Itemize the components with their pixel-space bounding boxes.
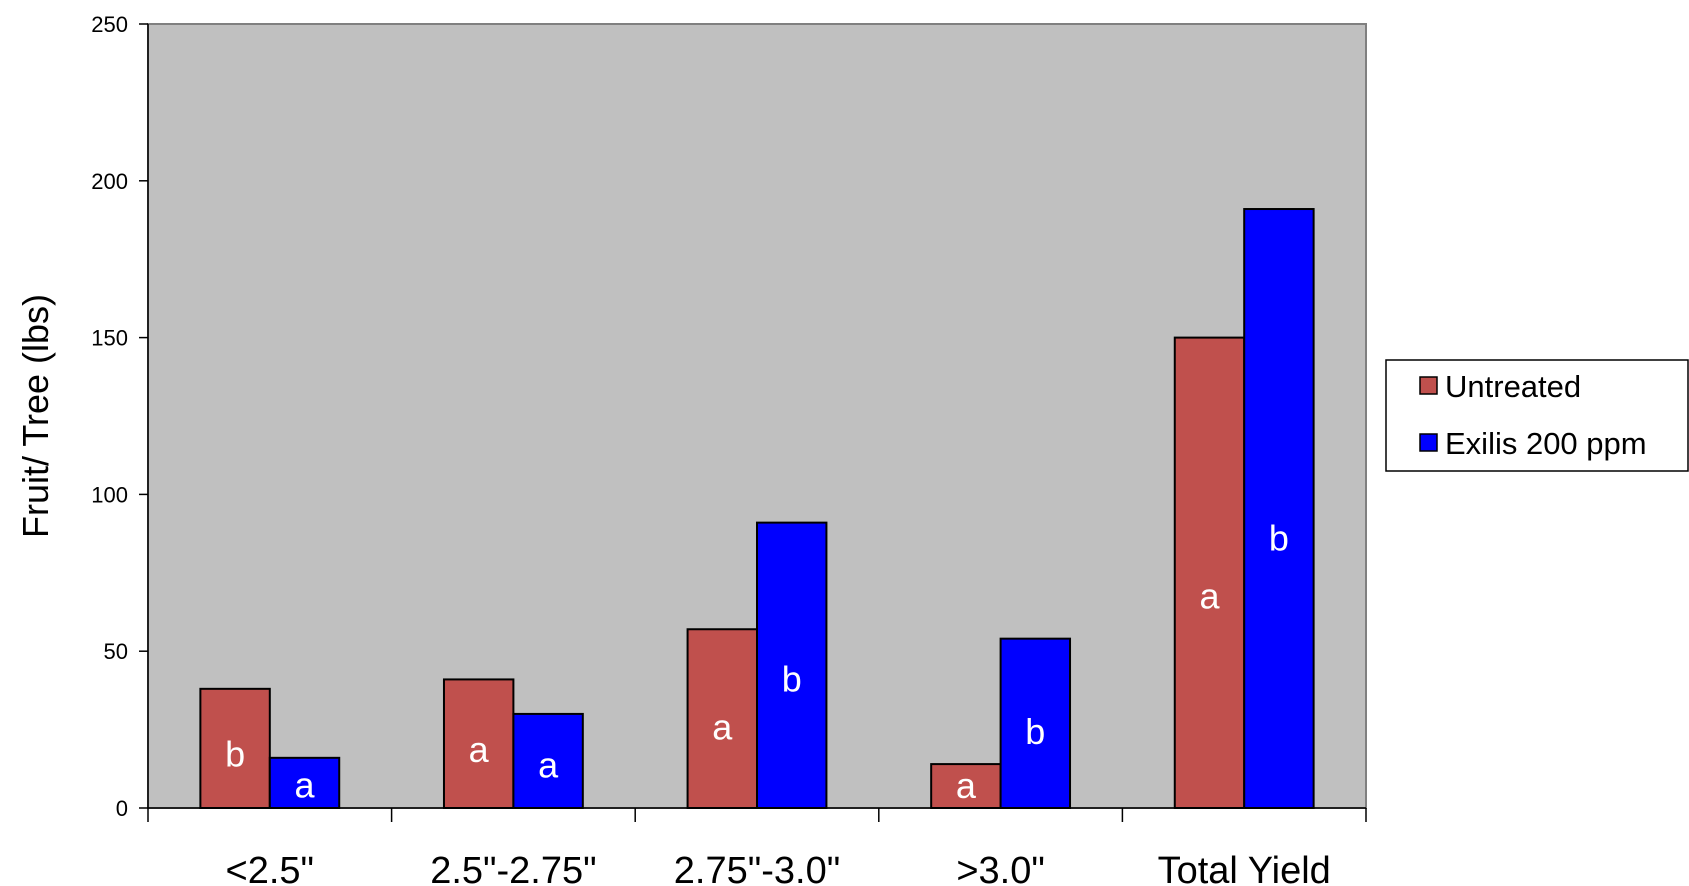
bar-untreated	[930, 763, 1002, 810]
legend-swatch-untreated	[1419, 376, 1438, 395]
legend-label-exilis: Exilis 200 ppm	[1445, 426, 1647, 461]
y-axis-title: Fruit/ Tree (lbs)	[15, 294, 56, 538]
x-axis: <2.5" 2.5"-2.75" 2.75"-3.0" >3.0" Total Yiel…	[147, 807, 1367, 886]
x-category-label: 2.75"-3.0"	[674, 850, 840, 886]
bar-significance-label: b	[1269, 517, 1289, 558]
bar-significance-label: a	[538, 745, 559, 786]
x-category-label: <2.5"	[226, 850, 315, 886]
bar-significance-label: a	[1199, 575, 1220, 616]
bar-exilis	[512, 712, 584, 809]
bar-significance-label: a	[712, 707, 733, 748]
bar-significance-label: b	[782, 659, 802, 700]
bar-exilis	[999, 637, 1072, 809]
bar-significance-label: a	[469, 729, 490, 770]
legend-label-untreated: Untreated	[1445, 369, 1581, 404]
x-category-label: Total Yield	[1158, 850, 1331, 886]
y-tick-label: 250	[91, 12, 128, 37]
x-category-label: 2.5"-2.75"	[430, 850, 596, 886]
bar-untreated	[442, 678, 515, 810]
bar-significance-label: a	[294, 764, 315, 805]
bar-significance-label: b	[225, 733, 245, 774]
bar-exilis	[268, 756, 341, 809]
bars: b a a a a a a b b b	[199, 208, 1315, 810]
x-category-label: >3.0"	[956, 850, 1045, 886]
y-axis: 0 50 100 150 200 250	[91, 12, 149, 821]
y-tick-label: 200	[91, 169, 128, 194]
y-tick-label: 150	[91, 326, 128, 351]
y-tick-label: 50	[104, 639, 128, 664]
bar-significance-label: b	[1025, 711, 1045, 752]
bar-untreated	[686, 628, 758, 809]
bar-untreated	[1173, 336, 1246, 809]
bar-significance-label: a	[956, 765, 977, 806]
y-tick-label: 100	[91, 482, 128, 507]
y-tick-label: 0	[116, 796, 128, 821]
legend-swatch-exilis	[1419, 433, 1438, 452]
bar-exilis	[756, 521, 828, 810]
bar-untreated	[199, 687, 271, 809]
bar-exilis	[1243, 208, 1315, 810]
legend: Untreated Exilis 200 ppm	[1385, 359, 1689, 472]
